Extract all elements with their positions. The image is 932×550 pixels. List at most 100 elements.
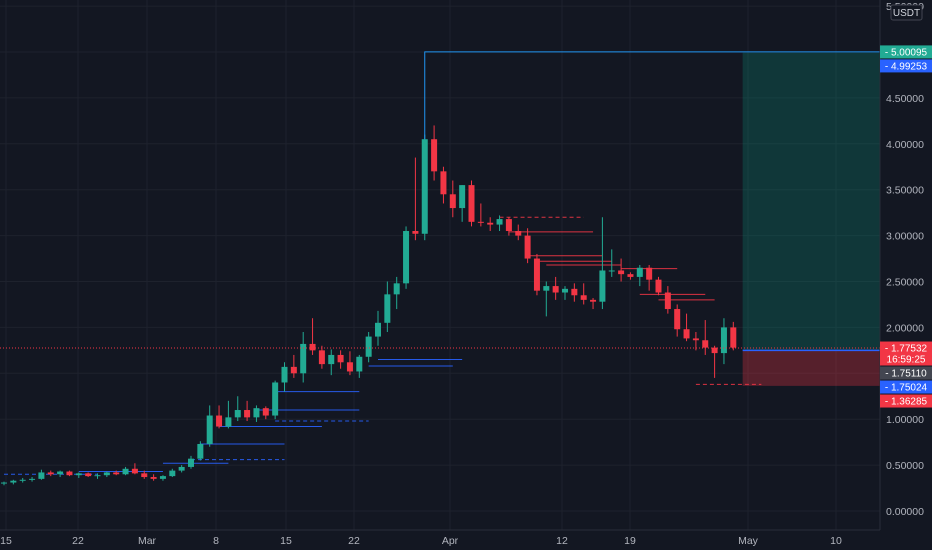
price-badge: - 1.75110 [880,366,932,380]
x-tick-label: 12 [556,535,568,547]
candle-body [711,347,718,354]
x-tick-label: Apr [442,535,459,547]
candle-body [85,473,92,477]
candle [244,400,251,422]
candle [66,470,73,477]
candle [674,304,681,337]
candle [328,349,335,376]
candle [103,471,110,478]
candle-body [505,219,512,232]
candle-body [431,139,438,172]
candle [225,400,232,429]
candle-body [57,471,64,475]
candle [113,470,120,476]
x-tick-label: 22 [72,535,84,547]
candle-series [1,125,737,486]
candle-body [720,327,727,354]
candle-body [440,171,447,195]
candle [449,180,456,218]
time-axis[interactable] [0,530,932,550]
candle-body [225,417,232,427]
y-tick-label: 4.50000 [886,93,924,105]
candle [300,331,307,383]
y-tick-label: 2.50000 [886,277,924,289]
candle [505,217,512,236]
price-axis[interactable] [880,0,932,530]
x-tick-label: 15 [280,535,292,547]
candle [524,228,531,264]
candle [131,463,138,475]
candle [590,298,597,310]
candle [543,281,550,317]
candle-body [272,382,279,416]
candle-body [150,477,157,479]
candle [533,253,540,296]
candle-body [113,472,120,475]
candle [94,473,101,479]
candle [393,276,400,310]
candle-body [627,274,634,277]
y-tick-label: 0.50000 [886,460,924,472]
candle [440,166,447,204]
candle [346,351,353,376]
candle-body [131,468,138,474]
candle-body [159,476,166,479]
candle [318,345,325,369]
candle [169,468,176,478]
price-badge-box [880,394,932,408]
candle-body [384,294,391,323]
y-tick-label: 0.00000 [886,506,924,518]
candle [365,331,372,363]
candle-body [599,270,606,302]
currency-label[interactable]: USDT [890,4,923,21]
candle [234,396,241,422]
candle-body [103,472,110,476]
candle-body [683,329,690,339]
candle-body [234,410,241,418]
candle [337,350,344,369]
price-badge-box [880,45,932,59]
candle [636,264,643,287]
candle-body [636,267,643,277]
candle-body [244,410,251,418]
y-tick-label: 3.00000 [886,231,924,243]
time-axis-ticks: 15 22 Mar 8 15 22 Apr 12 19 May 10 [0,535,842,547]
price-badge: - 4.99253 [880,59,932,73]
candle [421,134,428,241]
candle [412,157,419,241]
price-badge-box [880,380,932,394]
price-badge: - 5.00095 [880,45,932,59]
candle-body [375,322,381,337]
y-tick-label: 3.50000 [886,185,924,197]
price-badge: - 1.36285 [880,394,932,408]
candle [150,474,157,481]
candle [384,281,391,332]
candle-body [122,468,129,475]
candle-body [216,415,223,427]
candle-body [552,286,559,293]
candle-body [178,466,185,471]
candle [356,354,363,378]
candle-body [346,362,353,372]
price-badge-label: - 5.00095 [885,47,928,58]
x-tick-label: 10 [830,535,842,547]
candle-body [477,221,484,223]
candle [19,477,26,483]
candle-body [590,299,597,302]
candle [683,313,690,342]
candle [216,405,223,429]
long-position-tool[interactable] [742,52,893,386]
price-marker-lines [0,51,880,352]
candle-body [10,480,17,483]
candle [711,345,718,378]
candle [262,406,269,420]
candle-body [646,267,653,280]
profit-zone [742,52,893,351]
candle-body [290,366,297,374]
candle-body [618,270,625,275]
price-badge-label: - 1.75110 [885,369,927,380]
candle [75,472,82,478]
